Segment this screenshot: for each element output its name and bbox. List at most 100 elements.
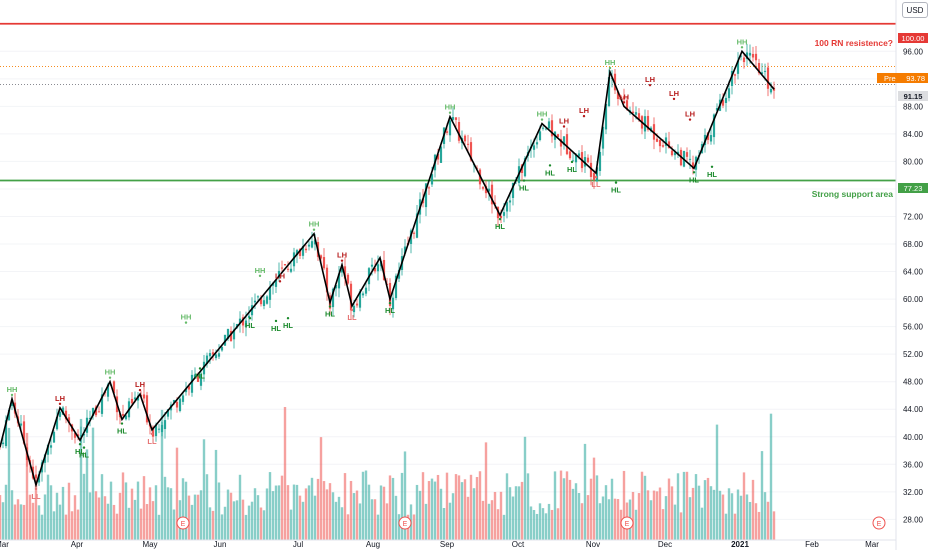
volume-bar: [106, 503, 110, 540]
volume-bar: [58, 504, 62, 540]
candle-body: [760, 72, 764, 75]
volume-bar: [418, 490, 422, 540]
volume-bar: [205, 474, 209, 540]
volume-bar: [196, 494, 200, 540]
volume-bar: [742, 472, 746, 540]
candle-body: [97, 411, 101, 413]
candle-body: [19, 423, 23, 426]
candle-body: [1, 442, 5, 445]
candle-body: [430, 174, 434, 185]
time-tick-label: May: [142, 540, 157, 549]
candle-body: [289, 268, 293, 272]
candle-body: [253, 300, 257, 303]
price-levels: [0, 22, 896, 182]
volume-bar: [616, 499, 620, 540]
candle-body: [313, 239, 317, 245]
swing-dot: [540, 118, 544, 121]
candle-body: [193, 374, 197, 378]
candle-body: [712, 114, 716, 138]
candle-body: [310, 241, 314, 248]
candle-body: [307, 244, 311, 247]
candle-body: [58, 411, 62, 417]
volume-bar: [505, 473, 509, 540]
volume-bar: [595, 475, 599, 540]
candle-body: [196, 375, 200, 382]
currency-button[interactable]: USD: [902, 2, 928, 18]
volume-bar: [472, 488, 476, 540]
volume-bar: [514, 486, 518, 540]
swing-label: HH: [737, 37, 748, 46]
candle-body: [574, 154, 578, 163]
volume-bar: [241, 499, 245, 540]
candle-body: [55, 416, 59, 430]
swing-dot: [184, 321, 188, 324]
candle-body: [376, 264, 380, 272]
swing-label: HL: [79, 451, 89, 460]
volume-bar: [217, 482, 221, 540]
candle-body: [586, 157, 590, 163]
volume-bar: [475, 477, 479, 540]
candle-body: [133, 397, 137, 400]
candle-body: [532, 145, 536, 150]
premarket-tag: 93.78: [906, 74, 925, 83]
candle-body: [685, 152, 689, 157]
swing-label: LH: [669, 89, 679, 98]
volume-bar: [760, 451, 764, 540]
volume-bar: [706, 477, 710, 540]
candle-body: [565, 134, 569, 155]
candle-body: [643, 116, 647, 132]
volume-bar: [154, 485, 158, 540]
candle-body: [427, 187, 431, 189]
volume-bar: [181, 478, 185, 540]
volume-bar: [286, 485, 290, 540]
time-tick-label: 2021: [731, 540, 749, 549]
volume-bar: [715, 424, 719, 540]
candle-body: [370, 264, 374, 267]
swing-dot: [340, 259, 344, 262]
time-axis[interactable]: Mar Apr May Jun Jul Aug Sep Oct Nov Dec 2021 Feb Mar: [0, 539, 896, 549]
volume-bar: [655, 491, 659, 540]
price-tick-label: 88.00: [903, 102, 924, 111]
volume-bar: [643, 475, 647, 540]
volume-bar: [736, 489, 740, 540]
volume-bar: [520, 481, 524, 540]
volume-bar: [280, 475, 284, 540]
volume-bar: [238, 474, 242, 540]
volume-bar: [313, 495, 317, 540]
volume-bar: [532, 510, 536, 540]
volume-bar: [580, 503, 584, 540]
candle-body: [739, 55, 743, 57]
swing-dot: [388, 301, 392, 305]
volume-bar: [268, 472, 272, 540]
candle-body: [634, 112, 638, 115]
volume-bar: [631, 491, 635, 540]
resistance-tag: 100.00: [902, 34, 925, 43]
support-tag: 77.23: [904, 184, 923, 193]
candle-body: [7, 409, 11, 421]
volume-bar: [460, 482, 464, 540]
volume-bar: [244, 514, 248, 540]
volume-bar: [469, 474, 473, 540]
candle-body: [286, 268, 290, 270]
volume-bar: [193, 494, 197, 540]
candle-body: [502, 212, 506, 216]
candle-body: [670, 150, 674, 156]
candle-body: [505, 202, 509, 212]
swing-label: LH: [645, 75, 655, 84]
candle-body: [187, 386, 191, 390]
volume-bar: [547, 503, 551, 540]
price-tick-label: 36.00: [903, 460, 924, 469]
candle-body: [607, 77, 611, 106]
earnings-circle: [398, 516, 412, 530]
volume-bar: [769, 413, 773, 540]
volume-bar: [175, 447, 179, 540]
candle-body: [322, 257, 326, 269]
volume-bar: [133, 499, 137, 540]
candle-body: [73, 433, 77, 438]
volume-bar: [541, 508, 545, 540]
volume-bar: [478, 471, 482, 540]
volume-bar: [565, 471, 569, 540]
volume-bar: [190, 504, 194, 540]
